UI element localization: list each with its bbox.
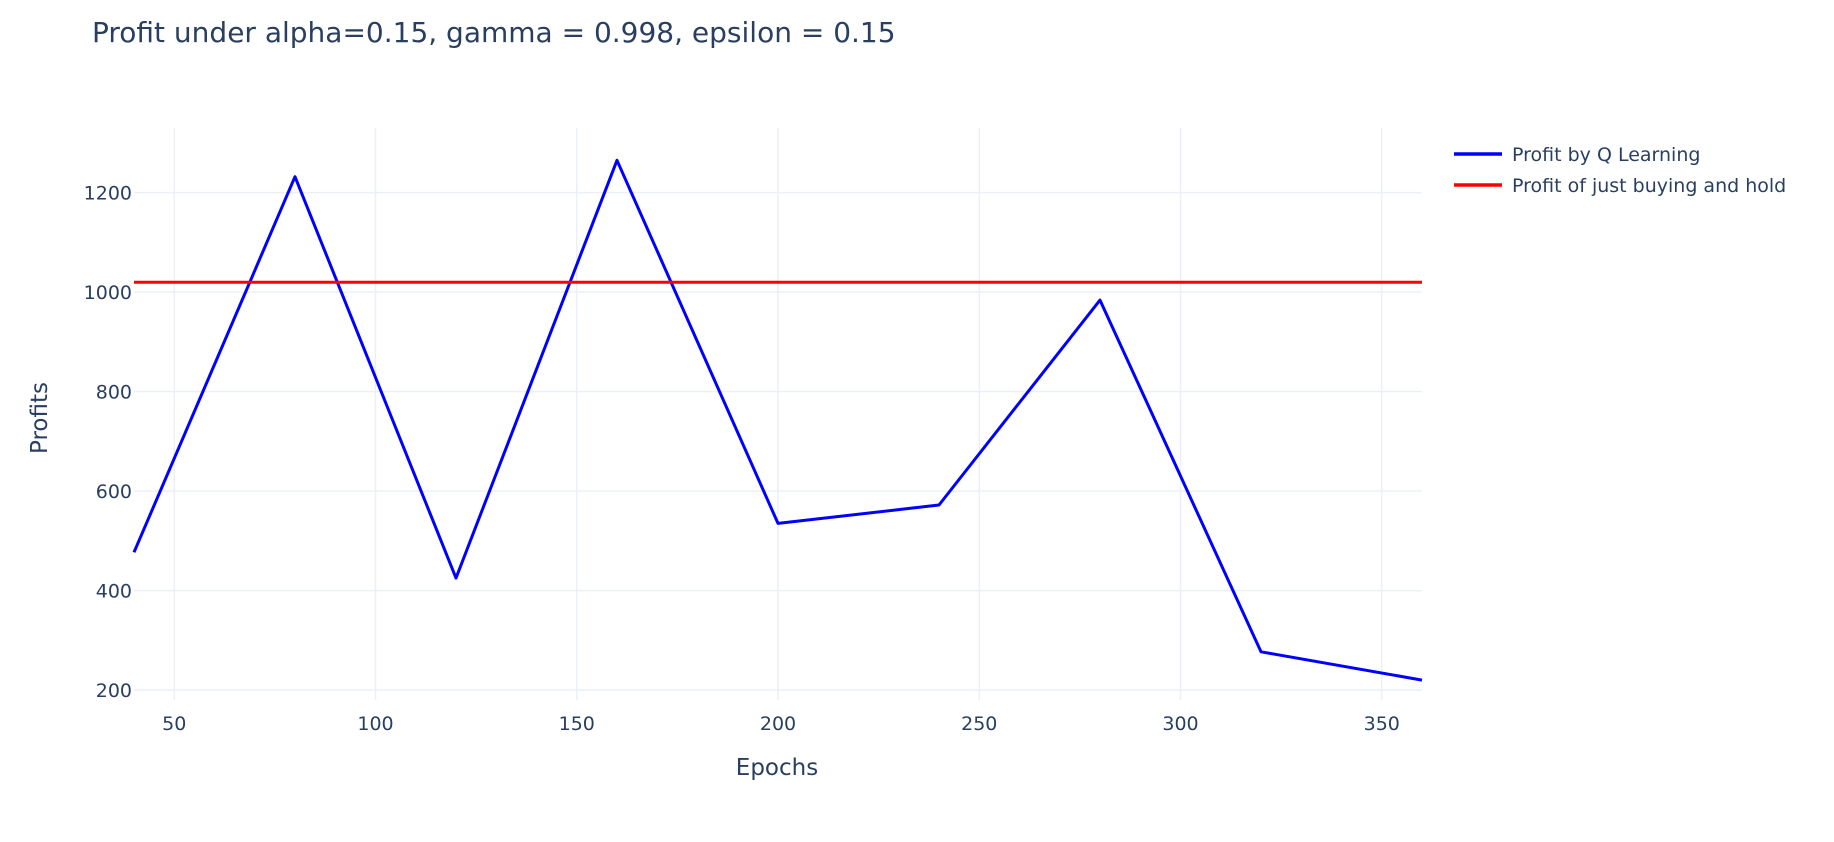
x-tick-label: 150 bbox=[559, 713, 595, 735]
y-tick-label: 400 bbox=[96, 581, 132, 603]
y-axis-ticks: 200 400 600 800 1000 1200 bbox=[84, 183, 132, 702]
chart-title: Profit under alpha=0.15, gamma = 0.998, … bbox=[92, 16, 896, 49]
x-tick-label: 200 bbox=[760, 713, 796, 735]
y-tick-label: 1200 bbox=[84, 183, 132, 205]
legend-item-1[interactable]: Profit of just buying and hold bbox=[1454, 175, 1786, 197]
legend-label: Profit by Q Learning bbox=[1512, 144, 1700, 166]
y-tick-label: 1000 bbox=[84, 282, 132, 304]
y-tick-label: 800 bbox=[96, 382, 132, 404]
y-axis-label: Profits bbox=[27, 382, 53, 454]
x-axis-label: Epochs bbox=[736, 755, 818, 781]
y-tick-label: 200 bbox=[96, 680, 132, 702]
legend-label: Profit of just buying and hold bbox=[1512, 175, 1786, 197]
legend[interactable]: Profit by Q Learning Profit of just buyin… bbox=[1454, 144, 1786, 197]
grid-lines bbox=[134, 128, 1422, 700]
x-tick-label: 300 bbox=[1162, 713, 1198, 735]
y-tick-label: 600 bbox=[96, 481, 132, 503]
x-tick-label: 100 bbox=[357, 713, 393, 735]
x-tick-label: 50 bbox=[162, 713, 186, 735]
x-axis-ticks: 50 100 150 200 250 300 350 bbox=[162, 713, 1400, 735]
series-lines bbox=[132, 158, 1423, 682]
x-tick-label: 350 bbox=[1364, 713, 1400, 735]
series-line-0 bbox=[132, 158, 1423, 682]
legend-item-0[interactable]: Profit by Q Learning bbox=[1454, 144, 1700, 166]
x-tick-label: 250 bbox=[961, 713, 997, 735]
